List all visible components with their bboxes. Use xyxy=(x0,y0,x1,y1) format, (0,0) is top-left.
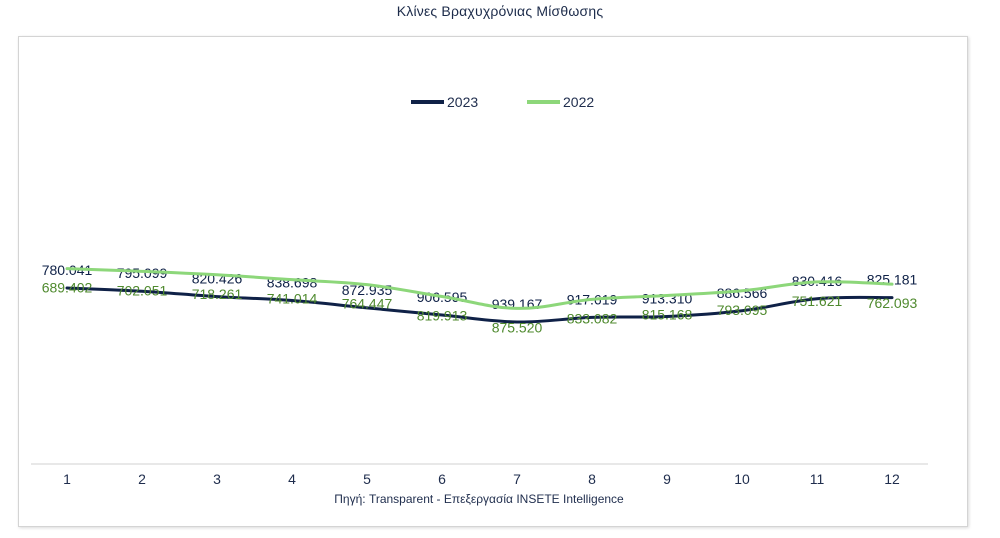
x-tick-label: 9 xyxy=(663,471,671,487)
page-title: Κλίνες Βραχυχρόνιας Μίσθωσης xyxy=(396,3,604,19)
chart-legend: 2023 2022 xyxy=(411,94,594,110)
x-tick-label: 3 xyxy=(213,471,221,487)
data-label-2022: 833.082 xyxy=(567,310,618,326)
x-tick-label: 1 xyxy=(63,471,71,487)
legend-label-2022: 2022 xyxy=(563,94,594,110)
series-line-2022 xyxy=(65,267,894,310)
data-label-2022: 762.093 xyxy=(867,295,918,311)
series-line-2023 xyxy=(65,286,894,324)
x-tick-label: 2 xyxy=(138,471,146,487)
x-tick-label: 6 xyxy=(438,471,446,487)
source-note: Πηγή: Transparent - Επεξεργασία INSETE I… xyxy=(334,492,624,506)
data-label-2022: 751.621 xyxy=(792,293,843,309)
x-tick-label: 10 xyxy=(734,471,750,487)
x-tick-label: 7 xyxy=(513,471,521,487)
data-label-2022: 875.520 xyxy=(492,319,543,335)
data-label-2022: 764.447 xyxy=(342,296,393,312)
data-label-2022: 793.095 xyxy=(717,302,768,318)
data-label-2022: 702.051 xyxy=(117,282,168,298)
data-label-2023: 838.698 xyxy=(267,275,318,291)
x-tick-label: 8 xyxy=(588,471,596,487)
x-tick-label: 5 xyxy=(363,471,371,487)
data-label-2022: 815.168 xyxy=(642,307,693,323)
data-label-2023: 913.310 xyxy=(642,290,693,306)
legend-label-2023: 2023 xyxy=(447,94,478,110)
data-label-2022: 741.014 xyxy=(267,291,318,307)
x-tick-label: 12 xyxy=(884,471,900,487)
data-label-2022: 718.261 xyxy=(192,286,243,302)
x-tick-label: 11 xyxy=(810,471,825,487)
x-tick-label: 4 xyxy=(288,471,296,487)
data-label-2023: 795.099 xyxy=(117,265,168,281)
data-label-2022: 819.913 xyxy=(417,308,468,324)
data-label-2022: 689.402 xyxy=(42,280,93,296)
